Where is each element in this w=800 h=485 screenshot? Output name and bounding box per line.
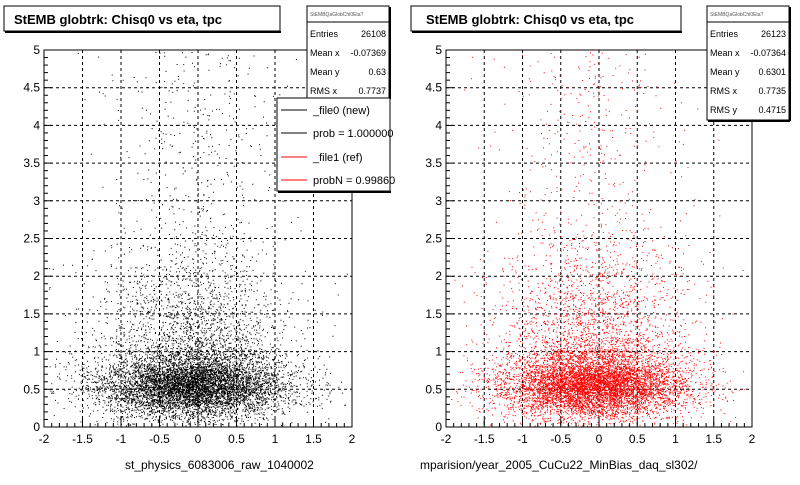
legend-label: _file0 (new) (312, 105, 370, 117)
right-stats-frame (706, 5, 790, 121)
x-tick-label: 0.5 (228, 432, 245, 446)
x-tick-label: -1 (517, 432, 528, 446)
legend-entry: probN = 0.99860 (281, 175, 395, 187)
right-stat-label-entries: Entries (710, 29, 739, 39)
left-stat-label-mean-x: Mean x (310, 48, 340, 58)
x-tick-label: -1.5 (474, 432, 495, 446)
y-tick-label: 4.5 (425, 81, 442, 95)
left-stat-value-rms-x: 0.7737 (358, 86, 386, 96)
scatter-markers (451, 52, 746, 427)
right-footer-label: mparision/year_2005_CuCu22_MinBias_daq_s… (420, 458, 698, 472)
x-tick-label: 1 (672, 432, 679, 446)
right-axis-ticks (445, 49, 753, 428)
x-tick-label: 2 (749, 432, 756, 446)
y-tick-label: 0.5 (23, 382, 40, 396)
x-tick-label: 1 (272, 432, 279, 446)
right-stat-value-rms-y: 0.4715 (758, 105, 786, 115)
right-scatter-points (451, 52, 746, 427)
y-tick-label: 2.5 (425, 232, 442, 246)
y-tick-label: 2.5 (23, 232, 40, 246)
right-stat-value-mean-y: 0.6301 (758, 67, 786, 77)
right-stat-label-mean-x: Mean x (710, 48, 740, 58)
left-title: StEMB globtrk: Chisq0 vs eta, tpc (14, 12, 222, 27)
right-title-box (410, 5, 682, 32)
left-stats-frame (306, 5, 390, 99)
y-tick-label: 0.5 (425, 382, 442, 396)
x-tick-label: 1.5 (705, 432, 722, 446)
left-stats-header: StEMBQaGlobChi0Eta? (310, 12, 364, 18)
left-footer-label: st_physics_6083006_raw_1040002 (125, 458, 314, 472)
x-tick-label: 1.5 (305, 432, 322, 446)
x-tick-label: 0 (596, 432, 603, 446)
left-stat-label-rms-x: RMS x (310, 86, 338, 96)
left-stat-label-mean-y: Mean y (310, 67, 340, 77)
y-tick-label: 1.5 (23, 307, 40, 321)
left-stat-value-mean-x: -0.07369 (350, 48, 386, 58)
right-y-tick-labels: 0 0.5 1 1.5 2 2.5 3 3.5 4 4.5 5 (425, 43, 442, 434)
legend-label: probN = 0.99860 (313, 175, 395, 187)
y-tick-label: 4 (435, 118, 442, 132)
right-x-tick-labels: -2 -1.5 -1 -0.5 0 0.5 1 1.5 2 (441, 432, 756, 446)
y-tick-label: 0 (435, 420, 442, 434)
legend-entry: _file0 (new) (281, 105, 370, 117)
right-panel: -2 -1.5 -1 -0.5 0 0.5 1 1.5 2 0 0.5 1 1.5 2 2.5 3 3.5 4 4… (400, 0, 800, 480)
left-stat-label-entries: Entries (310, 29, 339, 39)
left-y-tick-labels: 0 0.5 1 1.5 2 2.5 3 3.5 4 4.5 5 (23, 43, 40, 434)
right-stat-label-rms-y: RMS y (710, 105, 738, 115)
x-tick-label: -1 (116, 432, 127, 446)
left-stat-value-entries: 26108 (361, 29, 386, 39)
right-stats-box: StEMBQaGlobChi0Eta? Entries 26123 Mean x… (706, 5, 791, 122)
y-tick-label: 5 (33, 43, 40, 57)
right-stat-value-mean-x: -0.07364 (750, 48, 786, 58)
right-stat-label-mean-y: Mean y (710, 67, 740, 77)
right-stat-value-rms-x: 0.7735 (758, 86, 786, 96)
legend-label: prob = 1.000000 (313, 128, 393, 140)
x-tick-label: -0.5 (149, 432, 170, 446)
y-tick-label: 1.5 (425, 307, 442, 321)
left-stat-value-mean-y: 0.63 (368, 67, 386, 77)
y-tick-label: 1 (33, 345, 40, 359)
right-stats-header: StEMBQaGlobChi0Eta? (710, 12, 764, 18)
right-stat-value-entries: 26123 (761, 29, 786, 39)
legend-entry: prob = 1.000000 (281, 128, 393, 140)
legend-label: _file1 (ref) (312, 152, 363, 164)
right-grid (446, 50, 752, 427)
right-title: StEMB globtrk: Chisq0 vs eta, tpc (426, 12, 634, 27)
y-tick-label: 3.5 (23, 156, 40, 170)
left-title-box (3, 5, 281, 32)
legend-frame (276, 97, 391, 192)
right-stat-label-rms-x: RMS x (710, 86, 738, 96)
x-tick-label: 0.5 (629, 432, 646, 446)
y-tick-label: 2 (435, 269, 442, 283)
left-axis-ticks (43, 49, 353, 428)
y-tick-label: 2 (33, 269, 40, 283)
left-stats-box: StEMBQaGlobChi0Eta? Entries 26108 Mean x… (306, 5, 391, 99)
legend-box: _file0 (new) prob = 1.000000 _file1 (ref… (276, 97, 395, 193)
left-panel: -2 -1.5 -1 -0.5 0 0.5 1 1.5 2 0 0.5 1 1.5 2 2.5 3 3.5 4 4… (0, 0, 400, 480)
x-tick-label: -1.5 (72, 432, 93, 446)
x-tick-label: -0.5 (550, 432, 571, 446)
y-tick-label: 1 (435, 345, 442, 359)
x-tick-label: -2 (441, 432, 452, 446)
x-tick-label: 2 (349, 432, 356, 446)
x-tick-label: 0 (195, 432, 202, 446)
x-tick-label: -2 (39, 432, 50, 446)
y-tick-label: 3 (33, 194, 40, 208)
y-tick-label: 3 (435, 194, 442, 208)
y-tick-label: 4 (33, 118, 40, 132)
legend-entry: _file1 (ref) (281, 152, 363, 164)
left-scatter-points (49, 52, 348, 427)
scatter-markers (49, 52, 348, 427)
y-tick-label: 5 (435, 43, 442, 57)
left-x-tick-labels: -2 -1.5 -1 -0.5 0 0.5 1 1.5 2 (39, 432, 356, 446)
y-tick-label: 0 (33, 420, 40, 434)
y-tick-label: 3.5 (425, 156, 442, 170)
y-tick-label: 4.5 (23, 81, 40, 95)
